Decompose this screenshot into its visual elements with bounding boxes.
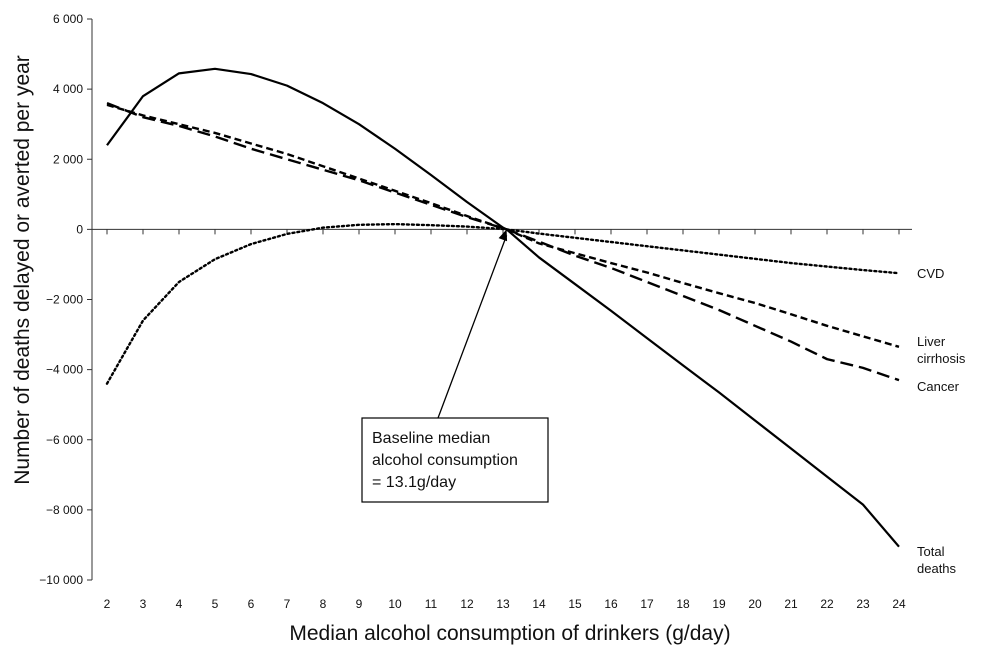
x-tick-label: 19 [712, 597, 726, 611]
y-tick-label: 6 000 [53, 12, 83, 26]
annotation-arrow [437, 235, 508, 419]
series-label: Liver cirrhosis [917, 334, 966, 366]
x-tick-label: 15 [568, 597, 582, 611]
x-tick-label: 17 [640, 597, 654, 611]
x-tick-label: 2 [104, 597, 111, 611]
annotation: Baseline median alcohol consumption = 13.1… [361, 229, 549, 503]
series-lines: Total deaths CVD Liver cirrhosis Cancer [105, 67, 966, 576]
arrowhead-icon [498, 229, 508, 242]
series-line-cvd [105, 222, 901, 385]
y-tick-label: 0 [76, 222, 83, 236]
x-tick-label: 9 [356, 597, 363, 611]
y-axis-title: Number of deaths delayed or averted per … [11, 55, 34, 485]
series-line-cancer [106, 102, 900, 382]
series-label: Total deaths [917, 544, 957, 576]
annotation-box [361, 417, 549, 503]
x-tick-label: 23 [856, 597, 870, 611]
series-line-total-deaths [106, 67, 900, 548]
annotation-text: Baseline median alcohol consumption = 13.1… [372, 430, 518, 491]
series-label: Cancer [917, 379, 960, 394]
series-label: CVD [917, 266, 944, 281]
x-tick-label: 12 [460, 597, 474, 611]
x-tick-label: 18 [676, 597, 690, 611]
x-tick-label: 11 [425, 597, 438, 611]
x-tick-label: 7 [284, 597, 291, 611]
x-tick-label: 24 [892, 597, 906, 611]
y-tick-label: −10 000 [39, 573, 83, 587]
y-tick-label: 2 000 [53, 152, 83, 166]
x-tick-label: 6 [248, 597, 255, 611]
x-tick-label: 4 [176, 597, 183, 611]
x-tick-label: 22 [820, 597, 834, 611]
y-tick-label: −2 000 [46, 293, 83, 307]
series-line-liver-cirrhosis [106, 103, 900, 348]
x-tick-label: 3 [140, 597, 147, 611]
x-tick-label: 8 [320, 597, 327, 611]
x-tick-label: 21 [784, 597, 798, 611]
x-tick-label: 10 [388, 597, 402, 611]
y-tick-label: −4 000 [46, 363, 83, 377]
x-tick-label: 20 [748, 597, 762, 611]
x-axis-title: Median alcohol consumption of drinkers (… [289, 622, 730, 645]
x-tick-label: 14 [532, 597, 546, 611]
y-tick-label: 4 000 [53, 82, 83, 96]
x-tick-label: 16 [604, 597, 618, 611]
y-tick-label: −8 000 [46, 503, 83, 517]
x-tick-label: 13 [496, 597, 510, 611]
x-tick-label: 5 [212, 597, 219, 611]
axes: 6 000 4 000 2 000 0 −2 000 −4 000 −6 000 −8 000… [39, 12, 912, 611]
y-tick-label: −6 000 [46, 433, 83, 447]
